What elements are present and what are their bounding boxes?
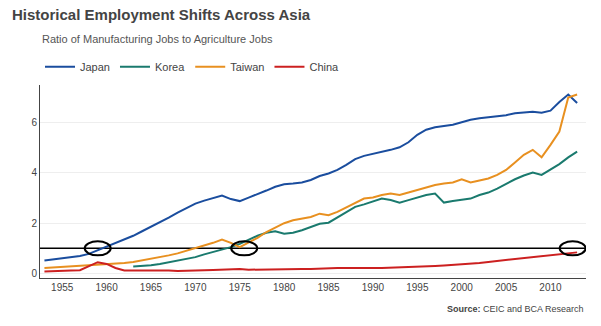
svg-text:China: China bbox=[309, 61, 339, 73]
svg-text:2: 2 bbox=[31, 218, 37, 229]
svg-text:1965: 1965 bbox=[140, 282, 163, 293]
svg-text:Taiwan: Taiwan bbox=[230, 61, 264, 73]
svg-text:6: 6 bbox=[31, 117, 37, 128]
svg-text:4: 4 bbox=[31, 167, 37, 178]
svg-text:0: 0 bbox=[31, 268, 37, 279]
svg-text:Japan: Japan bbox=[80, 61, 110, 73]
svg-text:Source: CEIC and BCA Research: Source: CEIC and BCA Research bbox=[447, 304, 584, 314]
svg-text:1980: 1980 bbox=[273, 282, 296, 293]
svg-text:1960: 1960 bbox=[95, 282, 118, 293]
svg-text:1975: 1975 bbox=[229, 282, 252, 293]
svg-text:Historical Employment Shifts A: Historical Employment Shifts Across Asia bbox=[12, 6, 311, 23]
svg-text:2005: 2005 bbox=[495, 282, 518, 293]
svg-text:1990: 1990 bbox=[362, 282, 385, 293]
svg-text:1970: 1970 bbox=[184, 282, 207, 293]
svg-text:2010: 2010 bbox=[539, 282, 562, 293]
svg-text:1985: 1985 bbox=[317, 282, 340, 293]
svg-text:1995: 1995 bbox=[406, 282, 429, 293]
svg-text:1955: 1955 bbox=[51, 282, 74, 293]
svg-text:2000: 2000 bbox=[451, 282, 474, 293]
svg-text:Ratio of Manufacturing Jobs to: Ratio of Manufacturing Jobs to Agricultu… bbox=[42, 33, 273, 45]
svg-text:Korea: Korea bbox=[155, 61, 185, 73]
